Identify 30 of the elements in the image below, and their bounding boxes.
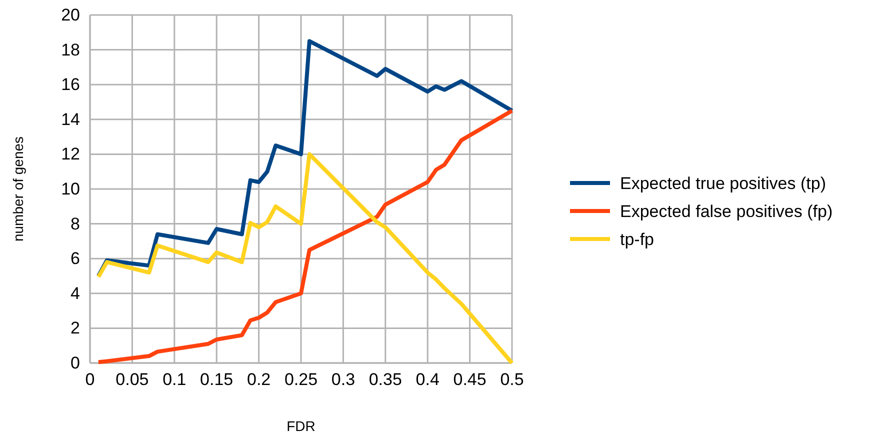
x-tick-label: 0	[85, 370, 95, 390]
y-tick-label: 18	[61, 40, 80, 60]
y-tick-label: 20	[61, 5, 80, 24]
x-tick-label: 0.25	[284, 370, 318, 390]
y-tick-label: 14	[61, 110, 80, 129]
line-series	[96, 152, 514, 365]
x-tick-label: 0.45	[453, 370, 486, 390]
x-tick-label: 0.5	[500, 370, 524, 390]
y-tick-label: 12	[61, 144, 80, 164]
x-tick-label: 0.05	[116, 370, 149, 390]
legend-label: Expected true positives (tp)	[620, 174, 826, 193]
legend-label: Expected false positives (fp)	[620, 202, 833, 221]
x-tick-label: 0.3	[331, 370, 356, 390]
y-tick-label: 8	[70, 214, 80, 234]
y-tick-label: 16	[61, 75, 80, 94]
y-tick-label: 4	[70, 284, 80, 303]
x-tick-label: 0.35	[368, 370, 402, 390]
legend-label: tp-fp	[620, 230, 654, 249]
x-tick-label: 0.4	[416, 370, 440, 390]
y-tick-label: 0	[70, 353, 80, 372]
line-series	[96, 39, 514, 278]
y-tick-label: 2	[70, 318, 80, 338]
x-tick-label: 0.15	[200, 370, 234, 390]
y-axis-title: number of genes	[10, 136, 26, 242]
y-tick-label: 10	[61, 179, 80, 198]
x-tick-label: 0.1	[162, 370, 186, 390]
x-axis-title: FDR	[286, 418, 316, 434]
y-tick-label: 6	[70, 249, 80, 268]
x-tick-label: 0.2	[246, 370, 271, 390]
line-series	[96, 108, 514, 364]
